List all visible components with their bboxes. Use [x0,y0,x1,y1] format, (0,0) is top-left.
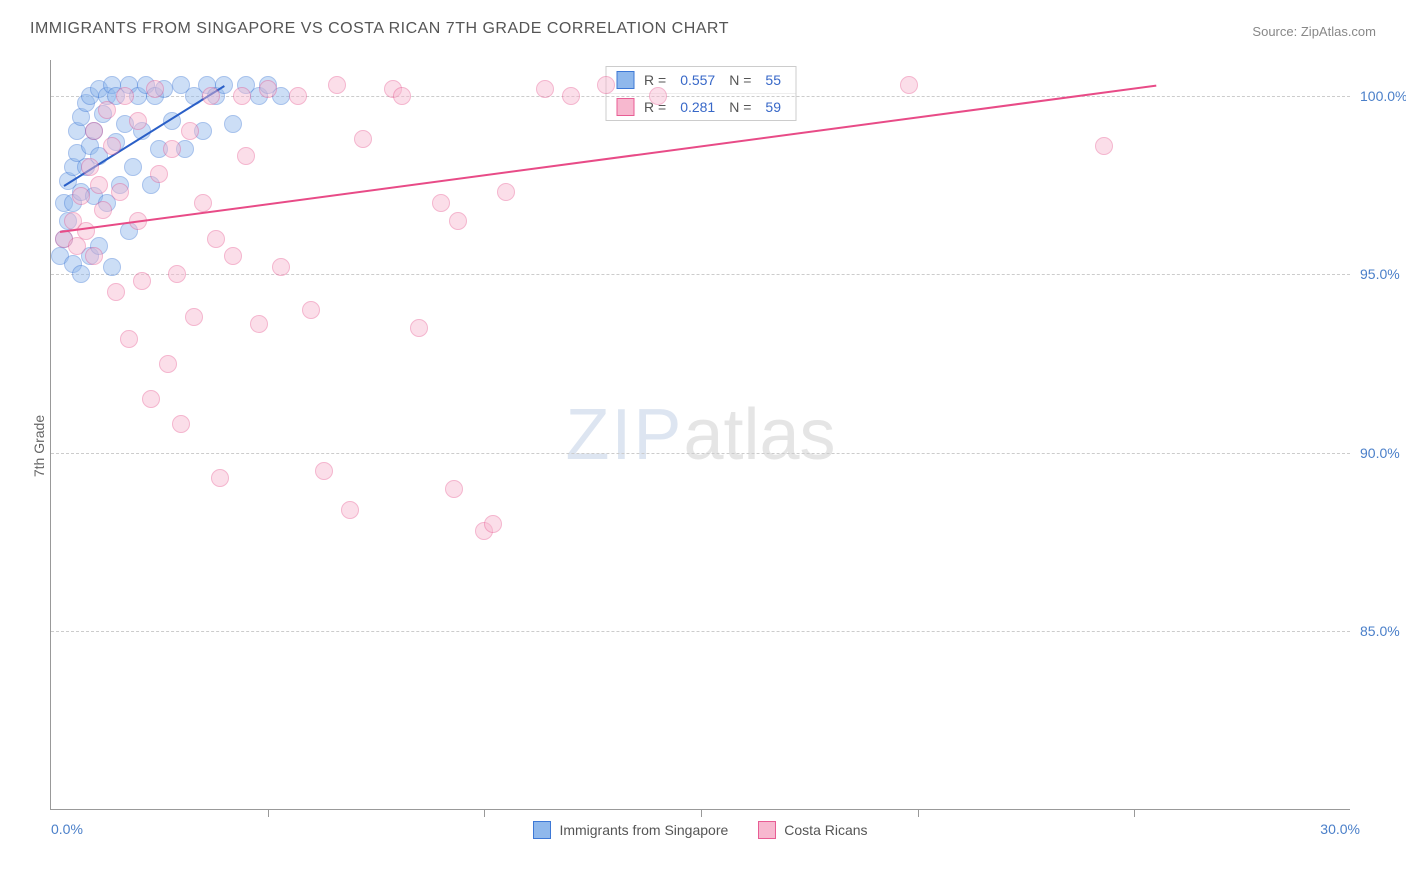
data-point-costarica [172,415,190,433]
data-point-costarica [85,247,103,265]
swatch-singapore [616,71,634,89]
y-axis-label: 7th Grade [31,415,47,477]
data-point-costarica [129,112,147,130]
data-point-costarica [341,501,359,519]
data-point-costarica [181,122,199,140]
data-point-costarica [163,140,181,158]
x-tick [268,809,269,817]
chart-title: IMMIGRANTS FROM SINGAPORE VS COSTA RICAN… [30,20,729,38]
data-point-singapore [224,115,242,133]
data-point-costarica [393,87,411,105]
x-tick-label: 0.0% [51,821,83,837]
legend-r-value-singapore: 0.557 [680,72,715,88]
data-point-costarica [94,201,112,219]
x-tick [484,809,485,817]
data-point-costarica [224,247,242,265]
x-tick [701,809,702,817]
data-point-costarica [202,87,220,105]
x-tick-label: 30.0% [1320,821,1360,837]
data-point-costarica [597,76,615,94]
data-point-costarica [1095,137,1113,155]
data-point-costarica [536,80,554,98]
data-point-costarica [497,183,515,201]
data-point-costarica [259,80,277,98]
data-point-costarica [142,390,160,408]
data-point-costarica [562,87,580,105]
data-point-costarica [289,87,307,105]
data-point-costarica [111,183,129,201]
x-tick [918,809,919,817]
legend-label-singapore: Immigrants from Singapore [559,822,728,838]
data-point-costarica [168,265,186,283]
data-point-costarica [649,87,667,105]
source-label: Source: [1252,24,1297,39]
data-point-singapore [72,265,90,283]
legend-r-value-costarica: 0.281 [680,99,715,115]
data-point-costarica [90,176,108,194]
watermark-part2: atlas [683,395,835,475]
chart-plot-area: ZIPatlas R = 0.557 N = 55 R = 0.281 N = … [50,60,1350,810]
data-point-costarica [103,137,121,155]
source-attribution: Source: ZipAtlas.com [1252,24,1376,39]
data-point-singapore [103,258,121,276]
data-point-costarica [233,87,251,105]
data-point-costarica [410,319,428,337]
x-tick [1134,809,1135,817]
swatch-singapore [533,821,551,839]
watermark-part1: ZIP [565,395,683,475]
data-point-costarica [85,122,103,140]
data-point-costarica [146,80,164,98]
data-point-costarica [120,330,138,348]
data-point-costarica [116,87,134,105]
data-point-costarica [194,194,212,212]
legend-n-value-singapore: 55 [765,72,781,88]
data-point-costarica [302,301,320,319]
data-point-costarica [185,308,203,326]
legend-n-label: N = [729,99,751,115]
legend-n-value-costarica: 59 [765,99,781,115]
data-point-costarica [150,165,168,183]
data-point-costarica [449,212,467,230]
data-point-costarica [445,480,463,498]
data-point-costarica [211,469,229,487]
y-tick-label: 90.0% [1360,445,1406,461]
data-point-costarica [250,315,268,333]
data-point-costarica [900,76,918,94]
data-point-costarica [432,194,450,212]
legend-item-costarica: Costa Ricans [758,821,867,839]
legend-item-singapore: Immigrants from Singapore [533,821,728,839]
data-point-costarica [484,515,502,533]
gridline-h [51,274,1350,275]
swatch-costarica [758,821,776,839]
y-tick-label: 95.0% [1360,266,1406,282]
legend-n-label: N = [729,72,751,88]
data-point-costarica [98,101,116,119]
legend-r-label: R = [644,72,666,88]
data-point-costarica [272,258,290,276]
correlation-legend: R = 0.557 N = 55 R = 0.281 N = 59 [605,66,796,121]
legend-row-singapore: R = 0.557 N = 55 [606,67,795,94]
gridline-h [51,631,1350,632]
legend-row-costarica: R = 0.281 N = 59 [606,94,795,120]
data-point-costarica [328,76,346,94]
data-point-costarica [354,130,372,148]
data-point-costarica [237,147,255,165]
watermark: ZIPatlas [565,394,835,476]
data-point-costarica [77,222,95,240]
legend-label-costarica: Costa Ricans [784,822,867,838]
data-point-costarica [315,462,333,480]
series-legend: Immigrants from Singapore Costa Ricans [51,821,1350,839]
y-tick-label: 85.0% [1360,623,1406,639]
data-point-singapore [124,158,142,176]
data-point-costarica [72,187,90,205]
data-point-costarica [107,283,125,301]
data-point-costarica [207,230,225,248]
source-link[interactable]: ZipAtlas.com [1301,24,1376,39]
data-point-costarica [133,272,151,290]
data-point-costarica [159,355,177,373]
swatch-costarica [616,98,634,116]
gridline-h [51,453,1350,454]
y-tick-label: 100.0% [1360,88,1406,104]
data-point-costarica [81,158,99,176]
